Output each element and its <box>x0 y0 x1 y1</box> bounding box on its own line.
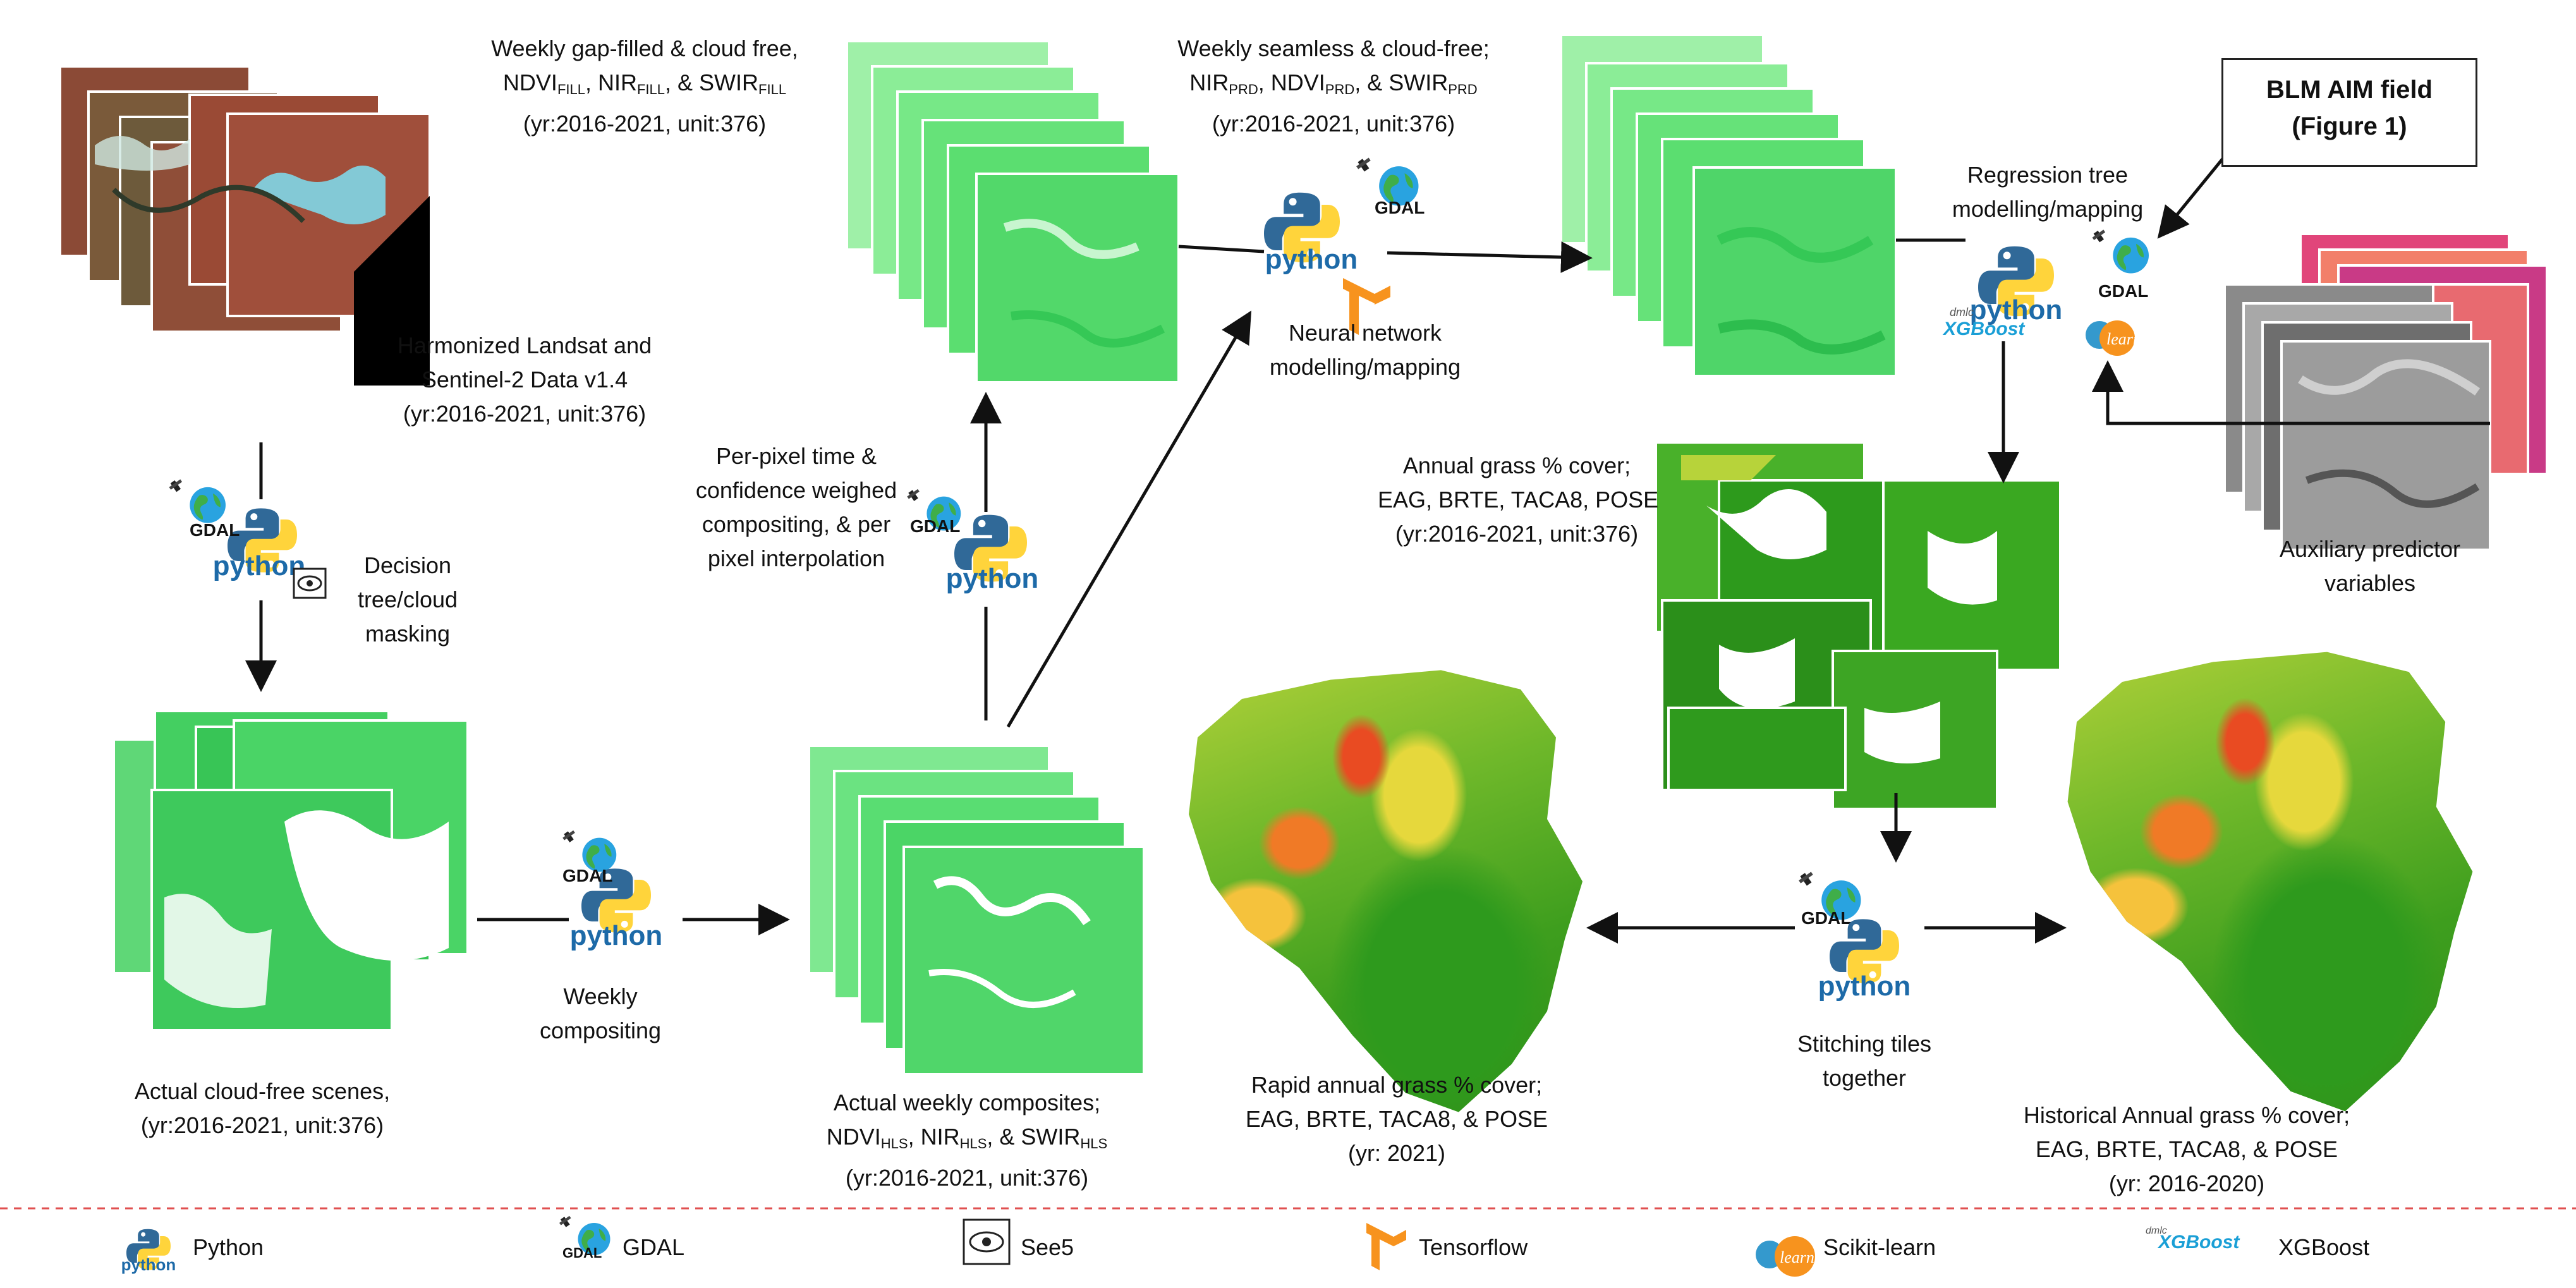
python-wordmark: python <box>1970 295 2063 325</box>
legend-gdal-wordmark: GDAL <box>562 1245 602 1261</box>
gdal-icon <box>169 479 226 523</box>
gdal-wordmark: GDAL <box>910 516 960 536</box>
legend-see5-label: See5 <box>1021 1234 1074 1260</box>
xgboost-icon: XGBoost <box>1942 319 2026 339</box>
hls-satellite-stack <box>59 65 431 386</box>
masking-tool-icons: python GDAL <box>169 479 327 599</box>
label-nn: Neural network modelling/mapping <box>1269 320 1461 380</box>
arrow-nn-to-seamless <box>1387 241 1593 273</box>
svg-text:learn: learn <box>2106 330 2141 348</box>
legend-sklearn-icon: learn <box>1756 1236 1815 1277</box>
label-seamless: Weekly seamless & cloud-free; NIRPRD, ND… <box>1177 35 1490 137</box>
legend-sklearn-label: Scikit-learn <box>1823 1234 1936 1260</box>
sklearn-icon: learn <box>2086 320 2141 356</box>
label-aux: Auxiliary predictor variables <box>2279 536 2461 596</box>
seamless-stack <box>1560 33 1897 377</box>
label-weekly-compositing: Weekly compositing <box>539 983 662 1043</box>
dmlc-wordmark: dmlc <box>1950 306 1974 319</box>
svg-text:learn: learn <box>1780 1248 1814 1267</box>
python-wordmark: python <box>213 550 306 581</box>
label-annual: Annual grass % cover; EAG, BRTE, TACA8, … <box>1378 453 1659 547</box>
legend-python-wordmark: python <box>121 1255 176 1274</box>
label-perpixel: Per-pixel time & confidence weighed comp… <box>695 443 897 571</box>
label-gapfilled: Weekly gap-filled & cloud free, NDVIFILL… <box>491 35 798 137</box>
weekly-composites-stack <box>808 744 1145 1076</box>
blm-line1: BLM AIM field <box>2266 76 2433 104</box>
tensorflow-icon <box>1343 278 1390 335</box>
legend-tensorflow-label: Tensorflow <box>1419 1234 1528 1260</box>
legend-icons: python GDAL learn dmlc XGBoost <box>121 1215 2240 1277</box>
nn-tool-icons: python GDAL <box>1264 157 1425 335</box>
label-historical: Historical Annual grass % cover; EAG, BR… <box>2023 1102 2350 1196</box>
arrow-composites-to-nn <box>1006 310 1252 728</box>
label-regression: Regression tree modelling/mapping <box>1952 162 2144 222</box>
compositing-tool-icons: python GDAL <box>562 830 662 951</box>
legend-python-label: Python <box>193 1234 264 1260</box>
python-wordmark: python <box>946 563 1039 594</box>
legend-xgboost-icon: XGBoost <box>2157 1232 2240 1253</box>
gdal-icon <box>2092 229 2149 274</box>
label-rapid: Rapid annual grass % cover; EAG, BRTE, T… <box>1245 1072 1548 1166</box>
gapfilled-stack <box>846 40 1180 384</box>
legend-gdal-label: GDAL <box>623 1234 685 1260</box>
label-weekly-composites: Actual weekly composites; NDVIHLS, NIRHL… <box>826 1090 1108 1191</box>
python-wordmark: python <box>1818 971 1911 1002</box>
arrows <box>245 112 2490 944</box>
gdal-wordmark: GDAL <box>2098 281 2148 301</box>
perpixel-tool-icons: python GDAL <box>907 489 1038 594</box>
label-stitch: Stitching tiles together <box>1797 1031 1932 1091</box>
arrow-gapfilled-to-nn <box>1178 245 1265 253</box>
annual-grass-tiles <box>1655 441 2062 810</box>
regression-tool-icons: python GDAL dmlc XGBoost learn <box>1942 229 2149 356</box>
blm-line2: (Figure 1) <box>2292 112 2407 140</box>
legend-dmlc-wordmark: dmlc <box>2146 1225 2167 1236</box>
gdal-wordmark: GDAL <box>1375 198 1425 217</box>
label-hls: Harmonized Landsat and Sentinel-2 Data v… <box>397 332 652 427</box>
blm-aim-field-box: BLM AIM field (Figure 1) <box>2221 58 2477 167</box>
legend-xgboost-label: XGBoost <box>2278 1234 2370 1260</box>
gdal-wordmark: GDAL <box>562 866 612 885</box>
gdal-wordmark: GDAL <box>1801 908 1851 928</box>
python-wordmark: python <box>1265 244 1358 275</box>
gdal-wordmark: GDAL <box>190 520 240 540</box>
auxiliary-predictor-stack <box>2223 233 2548 551</box>
cloudfree-scenes-stack <box>112 710 469 1031</box>
stitch-tool-icons: GDAL python <box>1799 872 1911 1002</box>
arrow-aux-to-regression <box>2092 360 2490 425</box>
label-cloudfree: Actual cloud-free scenes, (yr:2016-2021,… <box>134 1078 391 1138</box>
label-decision: Decision tree/cloud masking <box>357 552 458 647</box>
legend-tensorflow-icon <box>1366 1223 1406 1270</box>
python-wordmark: python <box>570 920 663 951</box>
